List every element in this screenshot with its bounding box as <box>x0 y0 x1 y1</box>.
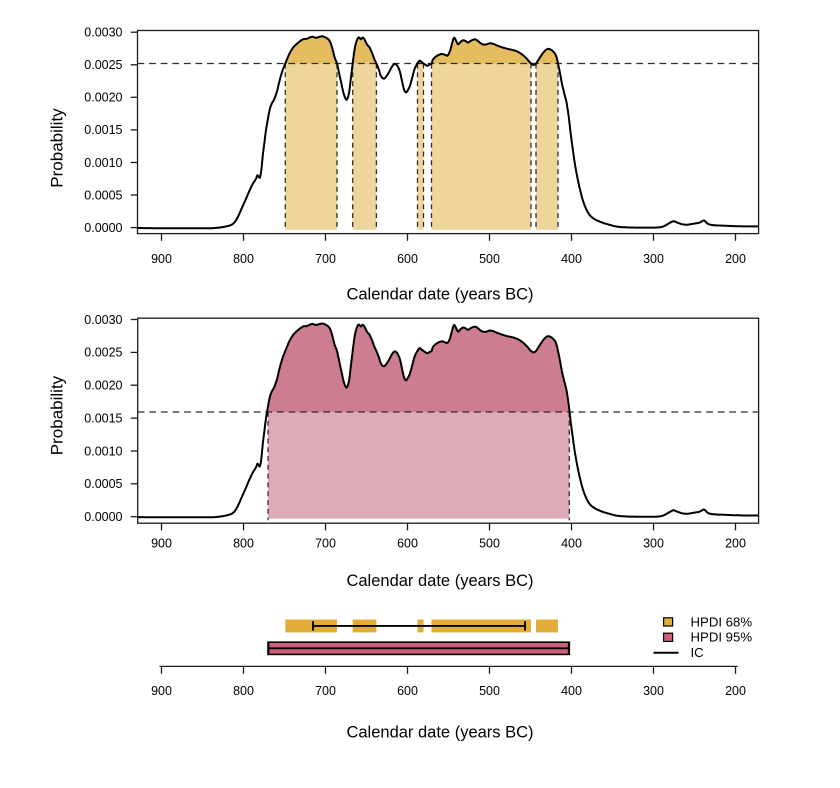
svg-text:0.0025: 0.0025 <box>84 346 122 360</box>
svg-text:Probability: Probability <box>48 108 67 188</box>
svg-text:0.0030: 0.0030 <box>84 26 122 40</box>
svg-text:700: 700 <box>315 536 336 550</box>
svg-text:700: 700 <box>315 684 336 698</box>
svg-text:0.0005: 0.0005 <box>84 477 122 491</box>
svg-text:0.0010: 0.0010 <box>84 156 122 170</box>
svg-text:300: 300 <box>643 252 664 266</box>
svg-text:500: 500 <box>479 536 500 550</box>
svg-text:600: 600 <box>397 684 418 698</box>
svg-text:400: 400 <box>561 536 582 550</box>
svg-text:0.0015: 0.0015 <box>84 123 122 137</box>
svg-text:0.0025: 0.0025 <box>84 58 122 72</box>
svg-text:0.0005: 0.0005 <box>84 188 122 202</box>
svg-text:800: 800 <box>233 252 254 266</box>
svg-text:900: 900 <box>151 536 172 550</box>
svg-text:500: 500 <box>479 684 500 698</box>
svg-text:0.0010: 0.0010 <box>84 444 122 458</box>
svg-text:800: 800 <box>233 536 254 550</box>
svg-text:HPDI 68%: HPDI 68% <box>691 614 753 629</box>
svg-text:Probability: Probability <box>48 375 67 455</box>
svg-text:400: 400 <box>561 684 582 698</box>
svg-text:200: 200 <box>725 684 746 698</box>
svg-text:800: 800 <box>233 684 254 698</box>
svg-text:500: 500 <box>479 252 500 266</box>
svg-text:600: 600 <box>397 252 418 266</box>
svg-text:Calendar date (years BC): Calendar date (years BC) <box>346 572 533 590</box>
svg-text:0.0000: 0.0000 <box>84 221 122 235</box>
svg-text:200: 200 <box>725 536 746 550</box>
svg-text:Calendar date (years BC): Calendar date (years BC) <box>346 724 533 742</box>
svg-text:0.0015: 0.0015 <box>84 411 122 425</box>
svg-text:0.0020: 0.0020 <box>84 379 122 393</box>
svg-text:0.0020: 0.0020 <box>84 91 122 105</box>
svg-text:0.0030: 0.0030 <box>84 313 122 327</box>
svg-text:700: 700 <box>315 252 336 266</box>
svg-text:200: 200 <box>725 252 746 266</box>
svg-text:IC: IC <box>691 645 705 660</box>
svg-text:Calendar date (years BC): Calendar date (years BC) <box>346 286 533 304</box>
svg-text:900: 900 <box>151 252 172 266</box>
svg-text:400: 400 <box>561 252 582 266</box>
svg-text:0.0000: 0.0000 <box>84 510 122 524</box>
svg-text:HPDI 95%: HPDI 95% <box>691 630 753 645</box>
svg-text:300: 300 <box>643 684 664 698</box>
svg-text:300: 300 <box>643 536 664 550</box>
svg-text:900: 900 <box>151 684 172 698</box>
svg-text:600: 600 <box>397 536 418 550</box>
